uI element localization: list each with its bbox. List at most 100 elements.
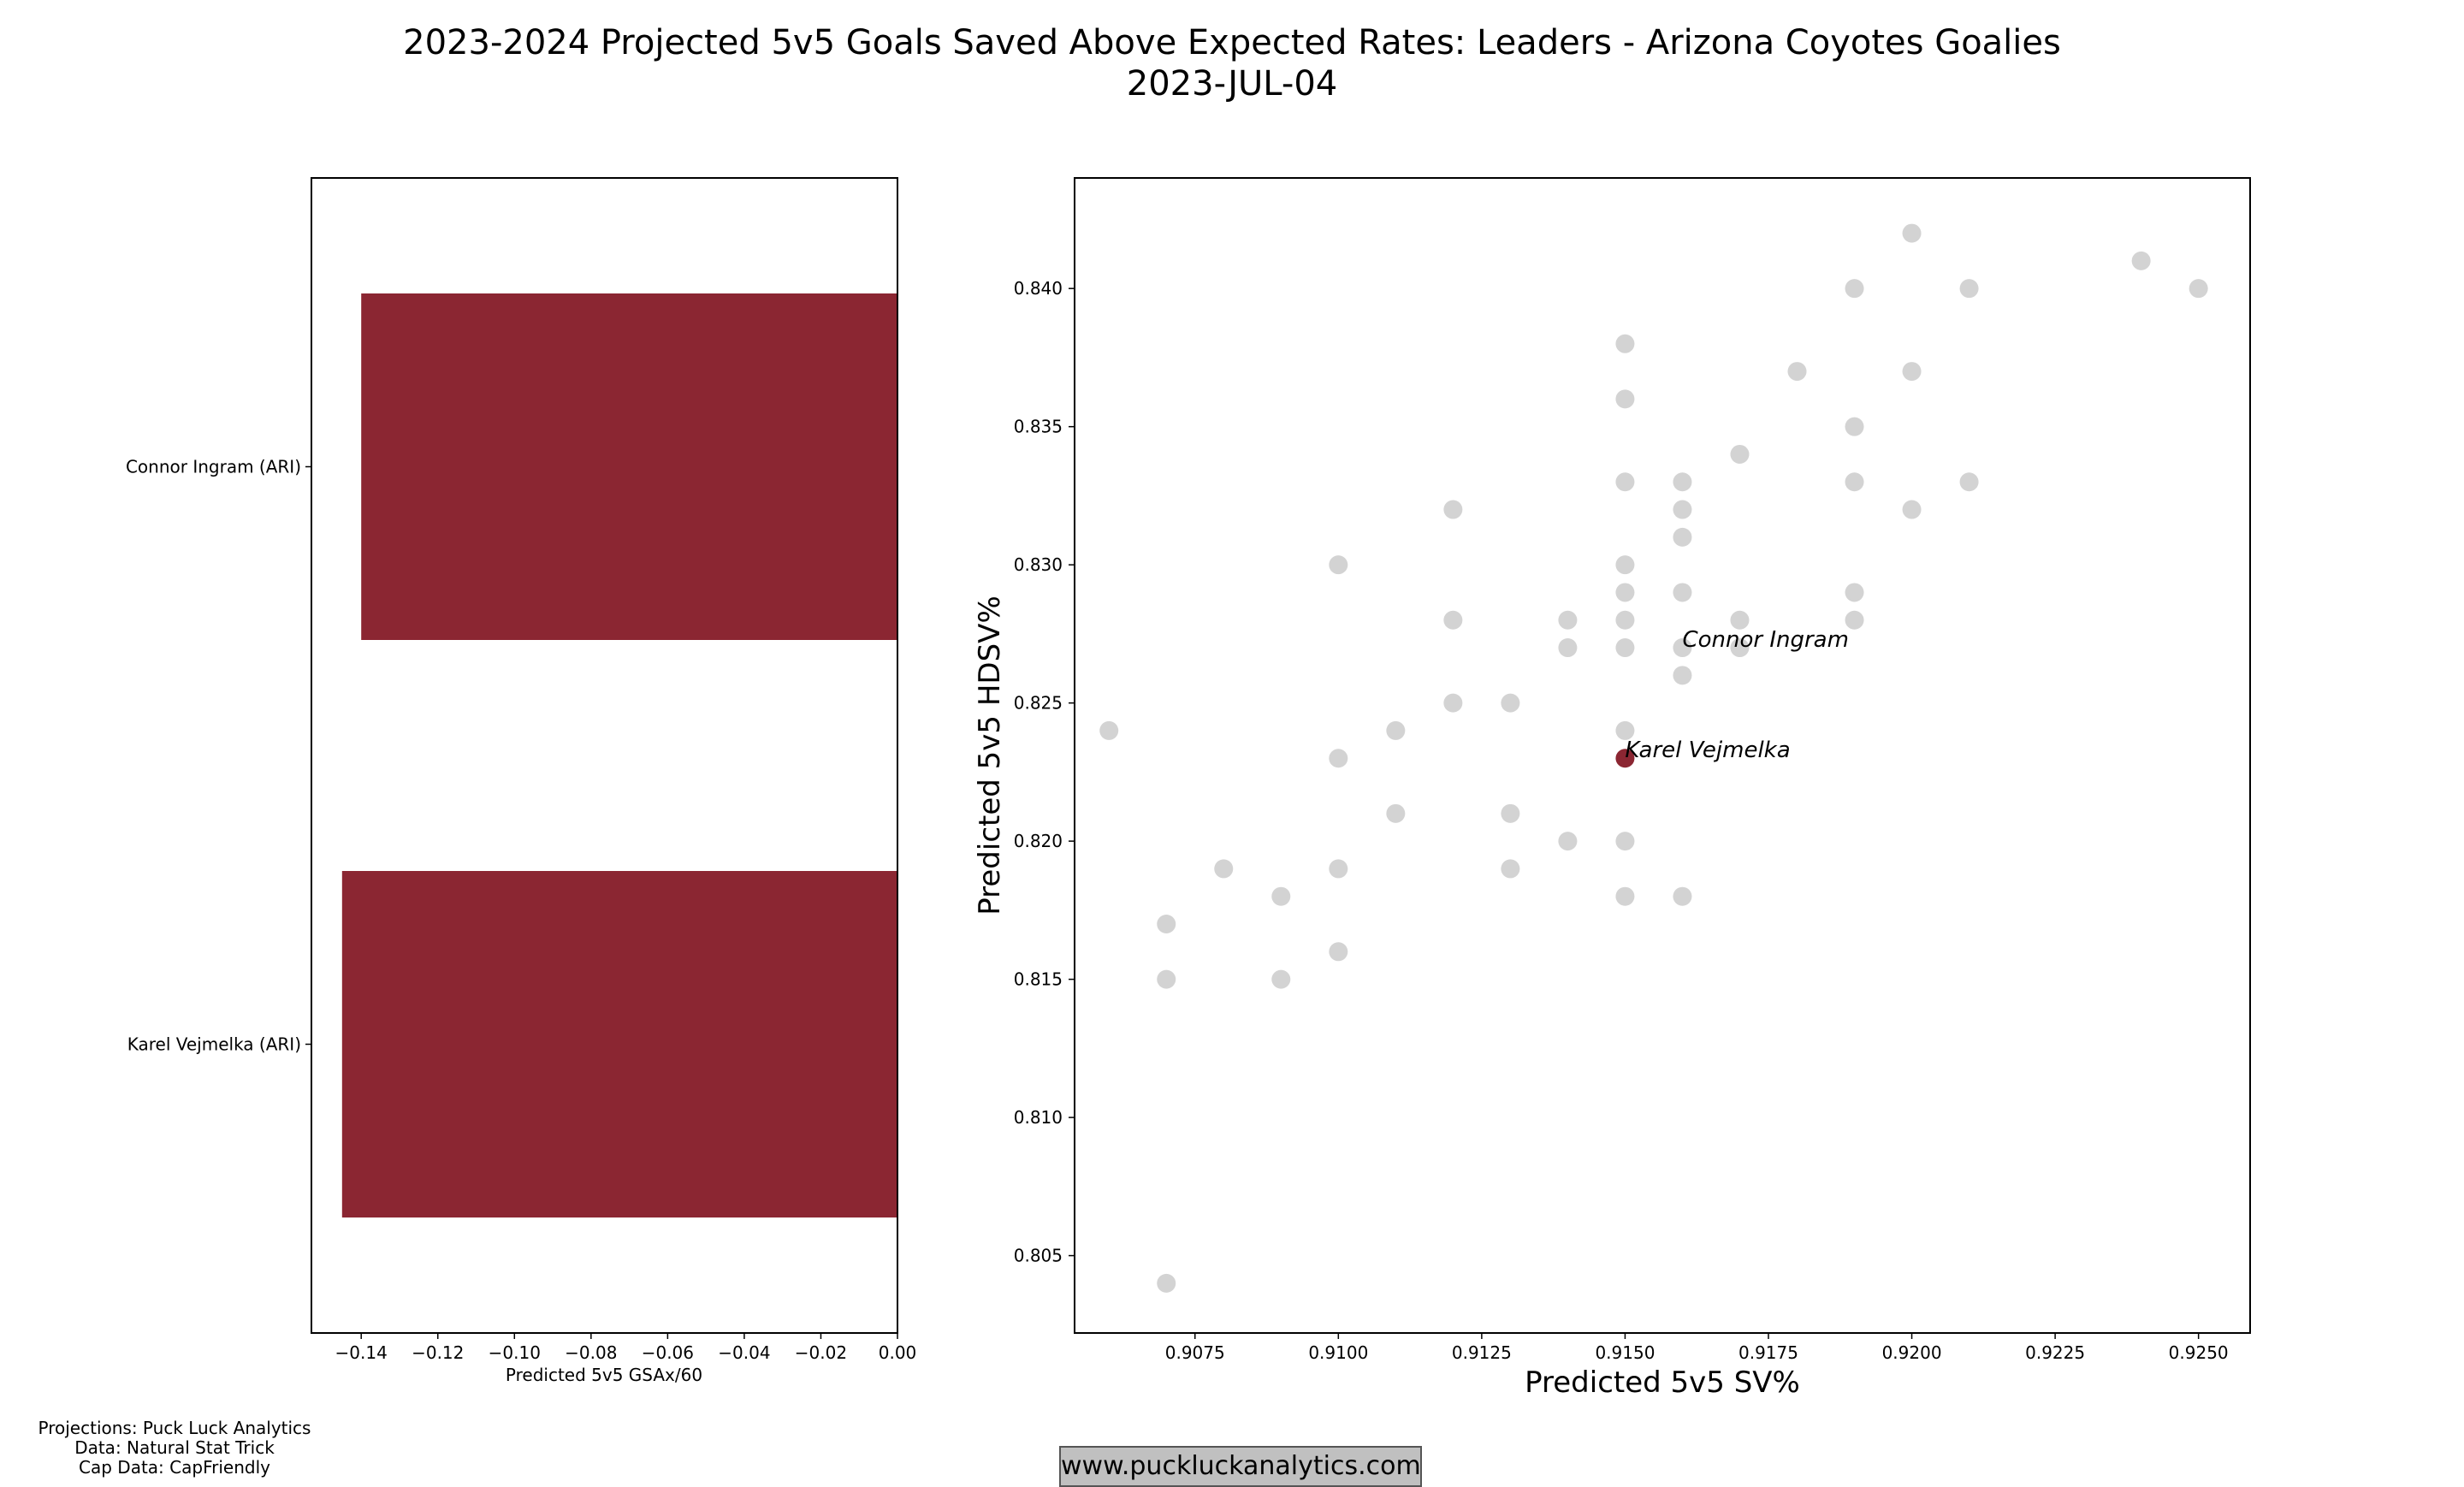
scatter-point (1329, 555, 1348, 575)
point-annotation: Karel Vejmelka (1625, 738, 1790, 763)
scatter-point (1615, 583, 1635, 602)
x-tick-label: 0.00 (879, 1342, 917, 1363)
scatter-point (1730, 444, 1750, 464)
scatter-point (2189, 279, 2208, 299)
credit-data: Data: Natural Stat Trick (74, 1437, 275, 1458)
point-annotation: Connor Ingram (1682, 627, 1848, 653)
y-tick-label: 0.830 (1014, 554, 1063, 575)
x-tick-label: 0.9150 (1595, 1342, 1655, 1363)
scatter-point (1673, 666, 1692, 685)
scatter-point (1615, 389, 1635, 409)
scatter-point (1558, 610, 1578, 630)
scatter-point (1615, 886, 1635, 906)
x-tick-label: 0.9175 (1738, 1342, 1798, 1363)
scatter-point (1673, 472, 1692, 492)
scatter-point (1501, 693, 1520, 713)
scatter-point (1615, 555, 1635, 575)
scatter-point (1673, 638, 1692, 658)
scatter-point (1902, 500, 1922, 519)
scatter-point (2131, 251, 2151, 270)
scatter-point (1959, 472, 1979, 492)
credit-cap: Cap Data: CapFriendly (79, 1457, 270, 1478)
scatter-point (1099, 720, 1119, 740)
scatter-chart: Connor Ingram Karel Vejmelka 0.9075 0.9100… (973, 177, 2251, 1400)
bar-chart: Connor Ingram (ARI) Karel Vejmelka (ARI) −… (126, 177, 917, 1385)
scatter-point (1386, 803, 1406, 823)
scatter-point (1615, 610, 1635, 630)
scatter-point (1443, 693, 1463, 713)
scatter-point (1271, 886, 1291, 906)
scatter-point (1214, 859, 1234, 879)
x-tick-label: 0.9075 (1165, 1342, 1225, 1363)
scatter-point (1845, 472, 1864, 492)
scatter-point (1615, 832, 1635, 851)
scatter-point (1443, 500, 1463, 519)
scatter-point (1615, 472, 1635, 492)
scatter-point (1157, 969, 1176, 989)
scatter-point (1329, 859, 1348, 879)
scatter-point (1959, 279, 1979, 299)
scatter-point (1558, 638, 1578, 658)
scatter-chart-frame (1074, 177, 2251, 1334)
scatter-point (1157, 915, 1176, 934)
scatter-point (1157, 1273, 1176, 1293)
scatter-point (1615, 638, 1635, 658)
y-tick-label: 0.815 (1014, 969, 1063, 990)
x-tick-label: −0.02 (795, 1342, 847, 1363)
scatter-point (1673, 583, 1692, 602)
scatter-point (1329, 942, 1348, 962)
x-tick-label: 0.9225 (2025, 1342, 2085, 1363)
website-label: www.puckluckanalytics.com (1059, 1446, 1422, 1487)
x-tick-label: −0.14 (335, 1342, 388, 1363)
scatter-point (1845, 583, 1864, 602)
scatter-point (1787, 362, 1807, 382)
scatter-point (1845, 610, 1864, 630)
chart-title-line1: 2023-2024 Projected 5v5 Goals Saved Abov… (403, 23, 2061, 62)
bar (361, 293, 897, 640)
scatter-point (1443, 610, 1463, 630)
bar-chart-frame (311, 177, 898, 1334)
credit-projections: Projections: Puck Luck Analytics (38, 1418, 311, 1438)
scatter-point (1329, 749, 1348, 768)
x-tick-label: −0.10 (489, 1342, 541, 1363)
chart-title-line2: 2023-JUL-04 (1126, 64, 1338, 104)
scatter-point (1386, 720, 1406, 740)
bar (341, 871, 897, 1217)
scatter-point (1845, 417, 1864, 436)
bar-chart-xlabel: Predicted 5v5 GSAx/60 (506, 1365, 702, 1385)
scatter-point (1501, 803, 1520, 823)
scatter-point (1902, 362, 1922, 382)
y-tick-label: 0.825 (1014, 693, 1063, 714)
y-tick-label: 0.820 (1014, 831, 1063, 851)
x-tick-label: −0.04 (718, 1342, 770, 1363)
scatter-point-highlight (1615, 749, 1635, 768)
credits: Projections: Puck Luck Analytics Data: N… (22, 1419, 327, 1478)
scatter-point (1730, 638, 1750, 658)
scatter-point (1558, 832, 1578, 851)
x-tick-label: 0.9100 (1308, 1342, 1368, 1363)
scatter-point (1673, 886, 1692, 906)
x-tick-label: −0.06 (642, 1342, 694, 1363)
y-tick-label: Connor Ingram (ARI) (126, 457, 301, 477)
chart-title: 2023-2024 Projected 5v5 Goals Saved Abov… (0, 22, 2464, 104)
scatter-chart-xlabel: Predicted 5v5 SV% (1525, 1366, 1800, 1400)
x-tick-label: −0.12 (412, 1342, 464, 1363)
y-tick-label: 0.835 (1014, 417, 1063, 437)
x-tick-label: −0.08 (565, 1342, 617, 1363)
scatter-point (1845, 279, 1864, 299)
scatter-point (1271, 969, 1291, 989)
x-tick-label: 0.9250 (2169, 1342, 2229, 1363)
x-tick-label: 0.9200 (1882, 1342, 1942, 1363)
scatter-point (1673, 500, 1692, 519)
scatter-point (1615, 334, 1635, 353)
scatter-point (1615, 720, 1635, 740)
scatter-chart-ylabel: Predicted 5v5 HDSV% (973, 595, 1007, 915)
scatter-point (1730, 610, 1750, 630)
y-tick-label: 0.840 (1014, 278, 1063, 299)
y-tick-label: 0.805 (1014, 1246, 1063, 1266)
x-tick-label: 0.9125 (1452, 1342, 1512, 1363)
scatter-point (1673, 527, 1692, 547)
y-tick-label: Karel Vejmelka (ARI) (127, 1034, 301, 1055)
y-tick-label: 0.810 (1014, 1107, 1063, 1128)
scatter-point (1902, 223, 1922, 243)
